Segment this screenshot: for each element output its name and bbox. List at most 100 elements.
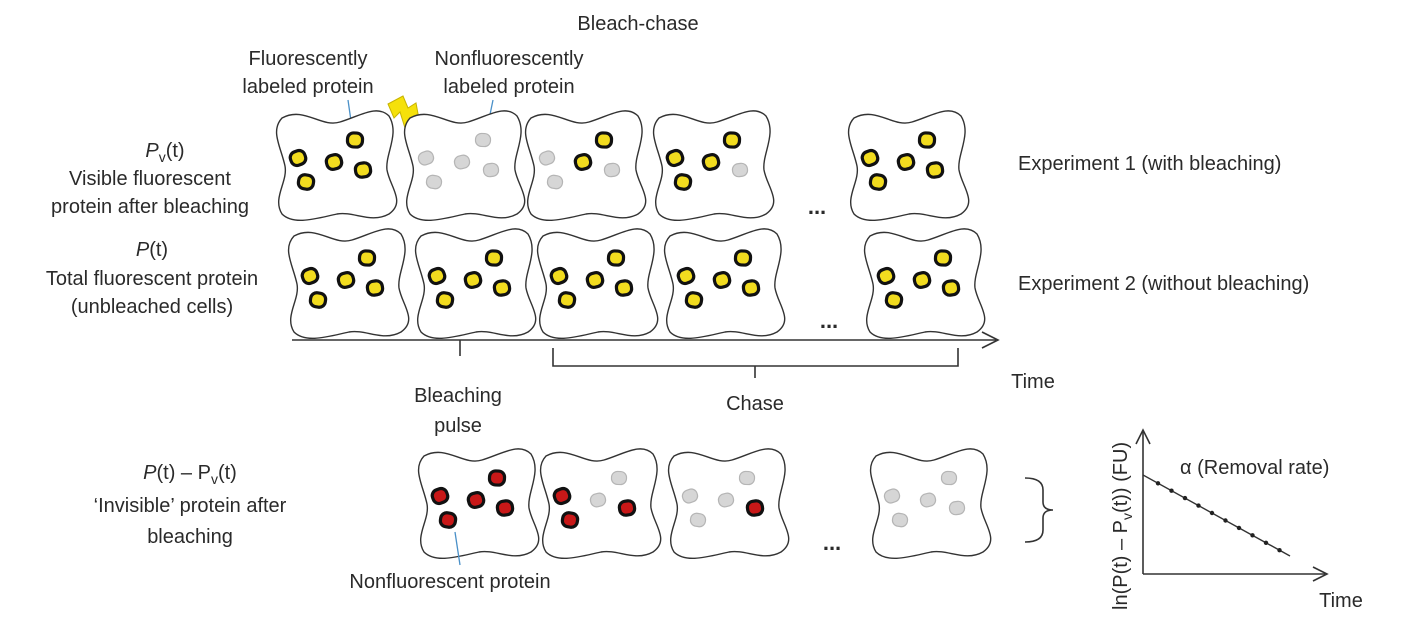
inset-data-point (1209, 510, 1215, 516)
invisible-desc-line2: bleaching (147, 526, 233, 548)
time-axis-arrowhead (981, 331, 1000, 349)
bleaching-pulse-line2: pulse (434, 415, 482, 437)
inset-annotation: α (Removal rate) (1180, 457, 1329, 479)
fluorescent-protein-dot (614, 279, 634, 297)
invisible-protein-dot (495, 499, 515, 517)
nonfluorescent-protein-leader (454, 531, 461, 566)
invisible-expression: P(t) – Pv(t) (143, 462, 237, 487)
experiment2-cell-4 (663, 228, 786, 340)
experiment2-cell-1 (287, 228, 410, 340)
inset-data-point (1263, 540, 1269, 545)
fluorescent-protein-dot (492, 279, 512, 297)
nonfluorescent-protein-dot (417, 150, 435, 166)
fluorescent-protein-dot (606, 249, 626, 267)
fluorescent-protein-dot (308, 291, 328, 309)
cells-layer (275, 110, 992, 560)
nonfluorescent-protein-dot (948, 500, 966, 516)
invisible-protein-dot (438, 511, 458, 529)
invisible-protein-dot (617, 499, 637, 517)
nonfluorescent-protein-dot (717, 492, 735, 508)
nonfluorescent-protein-dot (546, 174, 564, 190)
invisible-protein-dot (466, 491, 486, 509)
inset-data-point (1223, 518, 1228, 523)
inset-xlabel: Time (1319, 590, 1363, 612)
fluorescent-protein-dot (896, 153, 916, 171)
experiment2-desc-line1: Total fluorescent protein (46, 268, 258, 290)
row2-ellipsis: ... (820, 308, 838, 333)
invisible-expr-sub: v (211, 471, 218, 487)
fluorescent-protein-dot (868, 173, 888, 191)
inset-data-point (1277, 548, 1282, 553)
nonfluorescent-protein-dot (940, 470, 958, 486)
inset-data-point (1169, 488, 1174, 493)
experiment1-symbol: Pv(t) (145, 140, 184, 165)
experiment1-desc-line2: protein after bleaching (51, 196, 249, 218)
invisible-cell-2 (539, 448, 662, 560)
nonfluorescent-protein-dot (738, 470, 756, 486)
fluorescent-protein-dot (876, 266, 896, 286)
inset-points (1155, 481, 1282, 553)
removal-rate-inset: α (Removal rate) Time ln(P(t) – Pv(t)) (… (1110, 428, 1363, 612)
fluorescent-protein-dot (357, 249, 377, 267)
experiment1-cell-4 (652, 110, 775, 222)
fluorescent-protein-dot (722, 131, 742, 149)
experiment2-desc-line2: (unbleached cells) (71, 296, 233, 318)
fluorescent-protein-dot (463, 271, 483, 289)
invisible-protein-dot (487, 469, 507, 487)
nonfluorescent-protein-dot (482, 162, 500, 178)
fluorescent-protein-dot (712, 271, 732, 289)
nonfluorescent-protein-dot (883, 488, 901, 504)
fluorescent-protein-dot (917, 131, 937, 149)
invisible-expr-end: (t) (218, 462, 237, 484)
fluorescent-protein-dot (484, 249, 504, 267)
inset-data-point (1182, 495, 1188, 501)
nonfluorescently-labeled-label-line2: labeled protein (443, 76, 574, 98)
invisible-cell-1 (417, 448, 540, 560)
chase-label: Chase (726, 393, 784, 415)
fluorescent-protein-dot (733, 249, 753, 267)
nonfluorescent-protein-dot (453, 154, 471, 170)
invisible-cell-4 (869, 448, 992, 560)
bleaching-pulse-line1: Bleaching (414, 385, 502, 407)
fluorescent-protein-dot (860, 148, 880, 168)
nonfluorescent-protein-dot (681, 488, 699, 504)
inset-ylabel-b: (t)) (FU) (1110, 442, 1132, 513)
experiment1-symbol-p: P (145, 140, 159, 162)
inset-x-arrowhead (1312, 566, 1329, 582)
inset-y-arrowhead (1135, 428, 1151, 445)
invisible-expr-p1: P (143, 462, 157, 484)
inset-ylabel: ln(P(t) – Pv(t)) (FU) (1110, 442, 1135, 610)
invisible-protein-dot (560, 511, 580, 529)
fluorescent-protein-dot (884, 291, 904, 309)
experiment1-symbol-arg: (t) (166, 140, 185, 162)
nonfluorescent-protein-label: Nonfluorescent protein (349, 571, 550, 593)
fluorescent-protein-dot (345, 131, 365, 149)
experiment2-name: Experiment 2 (without bleaching) (1018, 273, 1309, 295)
fluorescent-protein-dot (933, 249, 953, 267)
fluorescent-protein-dot (673, 173, 693, 191)
invisible-cell-3 (667, 448, 790, 560)
nonfluorescent-protein-dot (731, 162, 749, 178)
row1-ellipsis: ... (808, 194, 826, 219)
nonfluorescently-labeled-label-line1: Nonfluorescently (435, 48, 584, 70)
inset-data-point (1196, 503, 1201, 508)
fluorescent-protein-dot (665, 148, 685, 168)
inset-ylabel-a: ln(P(t) – P (1110, 520, 1132, 610)
experiment2-cell-2 (414, 228, 537, 340)
inset-ylabel-sub: v (1119, 513, 1135, 520)
invisible-expr-mid: (t) – P (157, 462, 211, 484)
invisible-protein-dot (552, 486, 572, 506)
nonfluorescent-protein-dot (603, 162, 621, 178)
fluorescent-protein-dot (594, 131, 614, 149)
fluorescent-protein-dot (585, 271, 605, 289)
experiment1-cell-5 (847, 110, 970, 222)
invisible-desc-line1: ‘Invisible’ protein after (94, 495, 287, 517)
fluorescent-protein-dot (296, 173, 316, 191)
experiment1-name: Experiment 1 (with bleaching) (1018, 153, 1281, 175)
chase-bracket (552, 348, 959, 378)
inset-data-point (1236, 525, 1242, 531)
invisible-protein-dot (745, 499, 765, 517)
experiment1-symbol-sub: v (159, 149, 166, 165)
time-axis-label: Time (1011, 371, 1055, 393)
fluorescently-labeled-label-line1: Fluorescently (249, 48, 368, 70)
